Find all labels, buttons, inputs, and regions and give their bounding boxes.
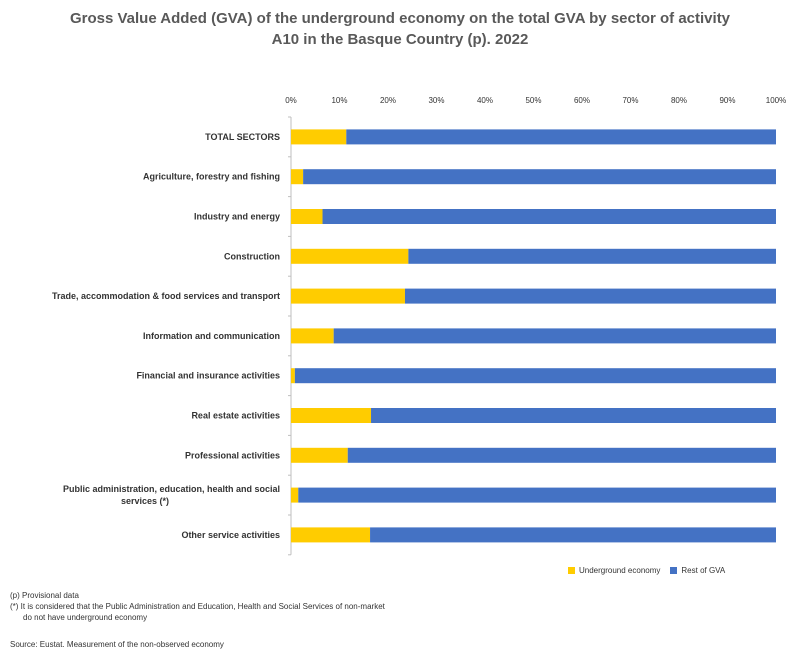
category-label: Financial and insurance activities	[136, 371, 280, 381]
legend-item-underground: Underground economy	[568, 566, 660, 575]
category-label: Professional activities	[185, 450, 280, 460]
bar-rest-gva	[346, 129, 776, 145]
category-label: Industry and energy	[194, 212, 280, 222]
stacked-bar-chart: 0% 10% 20% 30% 40% 50% 60% 70% 80% 90% 100% TOTAL S…	[52, 96, 786, 556]
source-note: Source: Eustat. Measurement of the non-o…	[10, 640, 224, 649]
bar-underground	[291, 487, 299, 503]
bar-rest-gva	[371, 408, 776, 423]
bar-underground	[291, 209, 323, 224]
chart-title-line2: A10 in the Basque Country (p). 2022	[271, 31, 529, 48]
bar-underground	[291, 368, 295, 384]
x-tick-label: 10%	[331, 96, 347, 105]
x-tick-label: 80%	[671, 96, 687, 105]
bar-underground	[291, 447, 348, 463]
x-tick-label: 0%	[285, 96, 297, 105]
note-asterisk-line1: (*) It is considered that the Public Adm…	[10, 602, 385, 611]
category-label: Real estate activities	[191, 411, 280, 421]
x-tick-label: 90%	[719, 96, 735, 105]
legend-swatch-underground	[568, 567, 575, 574]
footnotes: (p) Provisional data (*) It is considere…	[10, 590, 385, 623]
category-label: Information and communication	[143, 331, 280, 341]
bar-rest-gva	[370, 527, 776, 543]
category-label: Public administration, education, health…	[63, 484, 280, 506]
x-tick-label: 40%	[477, 96, 493, 105]
bar-rest-gva	[322, 209, 776, 224]
x-tick-label: 100%	[766, 96, 786, 105]
bar-underground	[291, 328, 334, 344]
legend-label-underground: Underground economy	[579, 566, 661, 575]
chart-legend: Underground economy Rest of GVA	[568, 566, 725, 575]
bar-underground	[291, 169, 304, 185]
bar-underground	[291, 129, 347, 145]
legend-swatch-rest	[670, 567, 678, 574]
category-label: TOTAL SECTORS	[205, 132, 280, 142]
bar-rest-gva	[298, 487, 776, 503]
bar-rest-gva	[303, 169, 776, 185]
note-provisional: (p) Provisional data	[10, 591, 79, 600]
x-tick-label: 70%	[622, 96, 638, 105]
bar-rest-gva	[294, 368, 776, 384]
x-tick-label: 30%	[428, 96, 444, 105]
category-label: Other service activities	[181, 530, 280, 540]
bar-rest-gva	[408, 248, 776, 264]
chart-title-line1: Gross Value Added (GVA) of the undergrou…	[69, 10, 731, 27]
bar-underground	[291, 248, 409, 264]
bar-underground	[291, 527, 371, 543]
bar-underground	[291, 408, 372, 423]
bar-underground	[291, 288, 405, 304]
category-label: Trade, accommodation & food services and…	[52, 291, 280, 301]
bar-rest-gva	[347, 447, 776, 463]
x-tick-label: 60%	[574, 96, 590, 105]
legend-item-rest: Rest of GVA	[670, 566, 725, 575]
bar-rest-gva	[404, 288, 776, 304]
legend-label-rest: Rest of GVA	[681, 566, 726, 575]
chart-title: Gross Value Added (GVA) of the undergrou…	[0, 8, 800, 50]
note-asterisk-line2: do not have underground economy	[23, 613, 148, 622]
x-tick-label: 20%	[380, 96, 396, 105]
category-label: Agriculture, forestry and fishing	[143, 172, 280, 182]
category-label: Construction	[224, 251, 280, 261]
x-tick-label: 50%	[525, 96, 541, 105]
bar-rest-gva	[333, 328, 776, 344]
